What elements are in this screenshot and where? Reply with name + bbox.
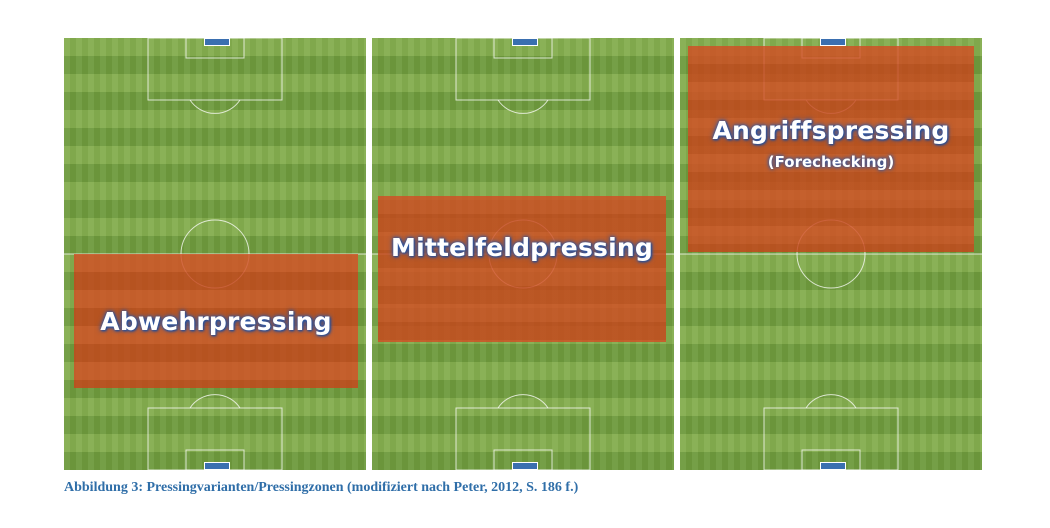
zone-sublabel: (Forechecking)	[767, 153, 895, 171]
goal-top	[820, 38, 846, 46]
pitch-attacking-pressing: Angriffspressing (Forechecking)	[680, 38, 982, 470]
pressing-zone-defensive: Abwehrpressing	[74, 254, 358, 388]
pitch-midfield-pressing: Mittelfeldpressing	[372, 38, 674, 470]
pressing-zone-attacking: Angriffspressing (Forechecking)	[688, 46, 974, 252]
zone-label: Mittelfeldpressing	[391, 232, 653, 262]
zone-label: Angriffspressing	[712, 116, 950, 145]
goal-top	[512, 38, 538, 46]
zone-label: Abwehrpressing	[100, 306, 332, 336]
goal-bottom	[204, 462, 230, 470]
pitch-defensive-pressing: Abwehrpressing	[64, 38, 366, 470]
figure-caption: Abbildung 3: Pressingvarianten/Pressingz…	[64, 480, 579, 495]
goal-top	[204, 38, 230, 46]
goal-bottom	[820, 462, 846, 470]
pressing-zone-midfield: Mittelfeldpressing	[378, 196, 666, 342]
goal-bottom	[512, 462, 538, 470]
